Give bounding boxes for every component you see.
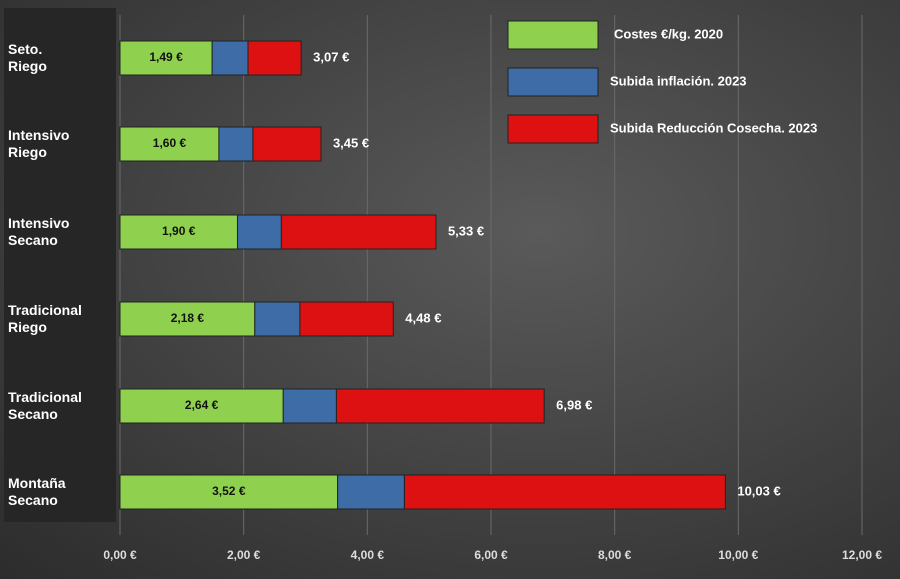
legend-label: Subida inflación. 2023 bbox=[610, 73, 747, 88]
x-tick-label: 6,00 € bbox=[474, 548, 508, 562]
value-label: 3,52 € bbox=[212, 484, 246, 498]
label-panel bbox=[4, 8, 116, 522]
x-tick-label: 2,00 € bbox=[227, 548, 261, 562]
legend-label: Costes €/kg. 2020 bbox=[614, 26, 723, 41]
legend-label: Subida Reducción Cosecha. 2023 bbox=[610, 120, 817, 135]
bar-segment bbox=[236, 214, 282, 250]
bar-segment bbox=[119, 40, 213, 76]
category-label: Tradicional Riego bbox=[8, 302, 82, 335]
x-tick-label: 10,00 € bbox=[718, 548, 758, 562]
bar-segment bbox=[280, 214, 437, 250]
bar-segment bbox=[254, 301, 301, 337]
bar-segment bbox=[119, 474, 339, 510]
x-tick-label: 4,00 € bbox=[351, 548, 385, 562]
category-label: Montaña Secano bbox=[8, 475, 66, 508]
total-label: 10,03 € bbox=[737, 483, 780, 498]
value-label: 1,49 € bbox=[149, 50, 183, 64]
category-label: Intensivo Riego bbox=[8, 127, 70, 160]
category-label: Intensivo Secano bbox=[8, 215, 70, 248]
legend-swatch bbox=[507, 67, 599, 97]
value-label: 2,64 € bbox=[185, 398, 219, 412]
category-label: Seto. Riego bbox=[8, 41, 47, 74]
x-tick-label: 12,00 € bbox=[842, 548, 882, 562]
total-label: 3,45 € bbox=[333, 135, 369, 150]
total-label: 6,98 € bbox=[556, 397, 592, 412]
bar-segment bbox=[119, 214, 238, 250]
bar-segment bbox=[119, 388, 284, 424]
legend-swatch bbox=[507, 20, 599, 50]
bar-segment bbox=[337, 474, 405, 510]
bar-segment bbox=[119, 301, 256, 337]
value-label: 1,60 € bbox=[153, 136, 187, 150]
category-label: Tradicional Secano bbox=[8, 389, 82, 422]
total-label: 4,48 € bbox=[405, 310, 441, 325]
bar-segment bbox=[119, 126, 220, 162]
bar-segment bbox=[252, 126, 322, 162]
x-tick-label: 8,00 € bbox=[598, 548, 632, 562]
bar-segment bbox=[247, 40, 302, 76]
value-label: 1,90 € bbox=[162, 224, 196, 238]
value-label: 2,18 € bbox=[171, 311, 205, 325]
total-label: 3,07 € bbox=[313, 49, 349, 64]
bar-segment bbox=[403, 474, 726, 510]
legend-swatch bbox=[507, 114, 599, 144]
bar-segment bbox=[299, 301, 394, 337]
x-tick-label: 0,00 € bbox=[103, 548, 137, 562]
bar-segment bbox=[211, 40, 249, 76]
total-label: 5,33 € bbox=[448, 223, 484, 238]
bar-segment bbox=[218, 126, 254, 162]
bar-segment bbox=[282, 388, 337, 424]
bar-segment bbox=[335, 388, 545, 424]
